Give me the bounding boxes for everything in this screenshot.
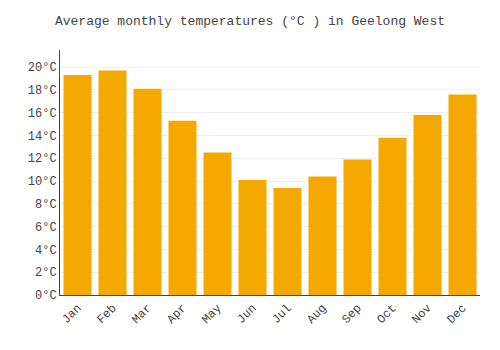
svg-text:2°C: 2°C — [35, 266, 57, 280]
svg-text:Feb: Feb — [94, 302, 119, 327]
svg-text:Jun: Jun — [234, 302, 259, 327]
svg-text:Sep: Sep — [339, 302, 364, 327]
svg-text:Apr: Apr — [164, 302, 189, 327]
svg-text:Average monthly temperatures (: Average monthly temperatures (°C ) in Ge… — [55, 14, 445, 29]
svg-text:10°C: 10°C — [28, 175, 57, 189]
svg-text:14°C: 14°C — [28, 130, 57, 144]
svg-text:Jul: Jul — [269, 302, 294, 327]
svg-text:Mar: Mar — [129, 302, 154, 327]
svg-text:18°C: 18°C — [28, 84, 57, 98]
svg-text:12°C: 12°C — [28, 152, 57, 166]
svg-text:Jan: Jan — [59, 302, 84, 327]
svg-text:Nov: Nov — [409, 302, 434, 327]
svg-text:Oct: Oct — [374, 302, 399, 327]
svg-text:0°C: 0°C — [35, 289, 57, 303]
svg-text:20°C: 20°C — [28, 61, 57, 75]
svg-text:Dec: Dec — [444, 302, 469, 327]
svg-text:May: May — [199, 302, 224, 327]
svg-text:4°C: 4°C — [35, 244, 57, 258]
svg-text:6°C: 6°C — [35, 221, 57, 235]
svg-text:Aug: Aug — [304, 302, 329, 327]
svg-text:16°C: 16°C — [28, 107, 57, 121]
svg-text:8°C: 8°C — [35, 198, 57, 212]
